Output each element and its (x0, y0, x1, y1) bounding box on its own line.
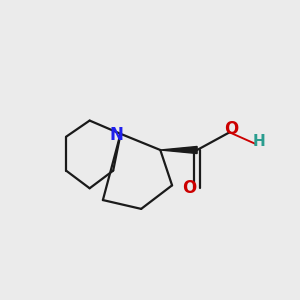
Text: O: O (182, 179, 196, 197)
Text: N: N (109, 126, 123, 144)
Polygon shape (160, 146, 197, 154)
Text: H: H (253, 134, 265, 149)
Text: O: O (224, 120, 238, 138)
